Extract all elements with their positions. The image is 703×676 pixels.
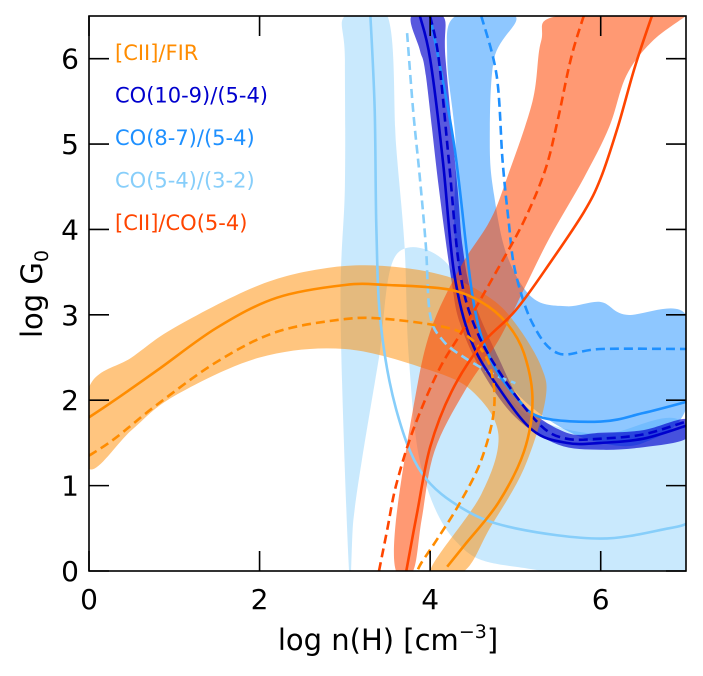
x-tick-label: 6 — [592, 583, 610, 616]
x-tick-label: 4 — [421, 583, 439, 616]
series-solid-line-4 — [405, 16, 654, 571]
series-solid-line-1 — [428, 16, 686, 424]
series-solid-line-2 — [418, 16, 686, 446]
y-axis-title-sub: 0 — [31, 250, 53, 262]
x-tick-label: 2 — [251, 583, 269, 616]
y-tick-label: 0 — [61, 555, 79, 588]
legend-entry: CO(5-4)/(3-2) — [115, 169, 255, 193]
series-dashed-line-2 — [428, 16, 686, 442]
x-axis-title-end: ] — [487, 623, 498, 657]
series-solid-line-3 — [89, 282, 534, 568]
x-axis-title-sup: −3 — [459, 621, 487, 643]
data-layer — [89, 16, 686, 571]
y-tick-label: 6 — [61, 43, 79, 76]
y-tick-label: 1 — [61, 470, 79, 503]
x-axis-title: log n(H) [cm−3] — [278, 621, 498, 657]
legend-entry: [CII]/FIR — [115, 41, 198, 65]
y-axis-title: log G0 — [15, 250, 53, 338]
series-dashed-line-3 — [89, 316, 496, 571]
ticks-layer: 0 2 4 6 0 1 2 3 4 5 6 — [61, 16, 686, 616]
series-solid-line-0 — [369, 16, 686, 540]
x-tick-label: 0 — [80, 583, 98, 616]
series-dashed-line-4 — [377, 16, 585, 571]
series-dashed-line-1 — [480, 16, 686, 356]
x-axis-title-main: log n(H) [cm — [278, 623, 459, 657]
band-4 — [393, 16, 686, 571]
series-dashed-line-0 — [405, 32, 516, 385]
legend: [CII]/FIR CO(10-9)/(5-4) CO(8-7)/(5-4) CO(5… — [115, 41, 268, 235]
legend-entry: CO(8-7)/(5-4) — [115, 126, 255, 150]
y-axis-title-main: log G — [15, 262, 49, 338]
y-tick-label: 4 — [61, 213, 79, 246]
y-tick-label: 3 — [61, 299, 79, 332]
y-tick-label: 2 — [61, 384, 79, 417]
plot-frame — [88, 15, 687, 572]
legend-entry: [CII]/CO(5-4) — [115, 211, 247, 235]
y-tick-label: 5 — [61, 128, 79, 161]
legend-entry: CO(10-9)/(5-4) — [115, 84, 268, 108]
